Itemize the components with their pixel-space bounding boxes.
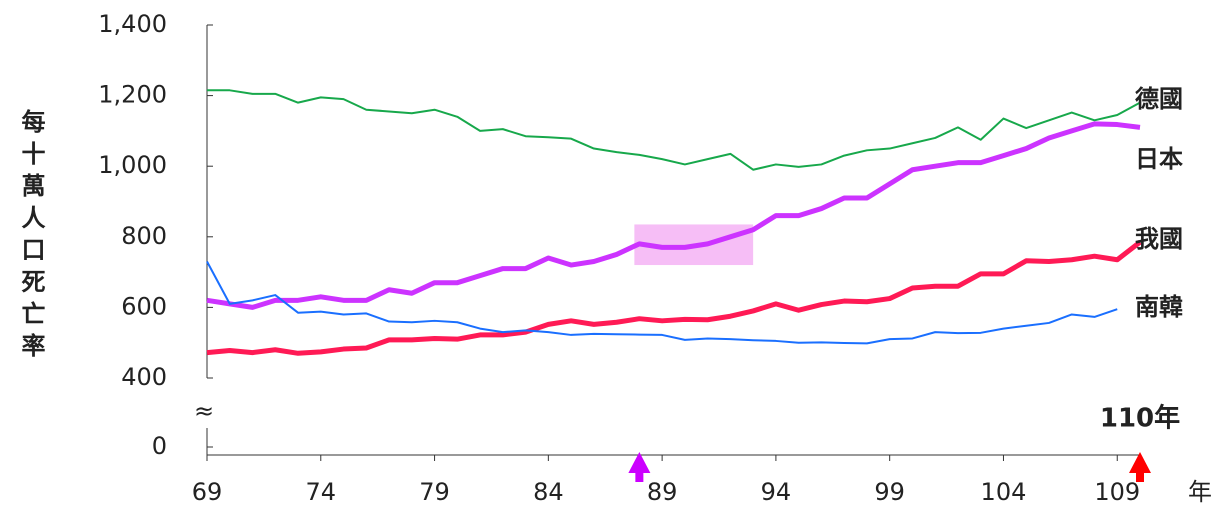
marker-arrow [628,452,651,482]
x-tick-label: 74 [306,478,337,506]
x-tick-label: 89 [647,478,678,506]
x-tick-label: 109 [1094,478,1140,506]
y-tick-label: 1,000 [98,151,167,179]
y-tick-label: 1,400 [98,10,167,38]
x-tick-label: 99 [874,478,905,506]
series-line [207,89,1141,171]
y-tick-label: 0 [152,432,167,460]
y-tick-label: 600 [121,292,167,320]
x-tick-label: 104 [981,478,1027,506]
series-label: 日本 [1135,145,1183,173]
axis-break: ≈ [194,397,214,425]
x-tick-label: 84 [533,478,564,506]
x-tick-label: 94 [761,478,792,506]
y-tick-label: 1,200 [98,81,167,109]
y-tick-label: 400 [121,363,167,391]
marker-label: 110年 [1100,403,1180,434]
y-tick-label: 800 [121,222,167,250]
x-tick-label: 69 [192,478,223,506]
marker-arrow [1129,452,1151,482]
x-unit-label: 年 [1188,478,1212,506]
y-axis-label: 每十萬人口死亡率 [17,108,45,365]
series-label: 我國 [1135,225,1183,253]
series-line [206,261,1118,345]
series-line [206,121,1141,310]
x-tick-label: 79 [419,478,450,506]
series-line [206,240,1142,356]
series-label: 德國 [1135,85,1183,113]
series-label: 南韓 [1135,293,1183,321]
